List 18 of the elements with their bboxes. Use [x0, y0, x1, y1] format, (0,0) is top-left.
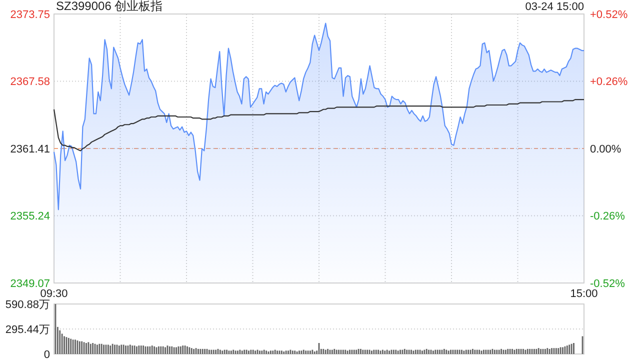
- chart-title: SZ399006 创业板指: [56, 0, 163, 13]
- y2-tick-label: +0.52%: [590, 8, 628, 21]
- y-tick-label: 295.44万: [5, 324, 50, 336]
- text: 03-24 15:00: [525, 1, 584, 13]
- y-tick-label: 2367.58: [10, 76, 50, 88]
- y2-tick-label: -0.52%: [590, 278, 626, 290]
- x-tick-label: 15:00: [570, 288, 598, 300]
- line-series: [53, 99, 585, 152]
- y2-tick-label: +0.26%: [590, 76, 628, 88]
- y-tick-label: 2373.75: [10, 8, 50, 21]
- y2-tick-label: 0.00%: [590, 143, 622, 156]
- x-tick-label: 09:30: [40, 288, 68, 300]
- y-tick-label: 2361.41: [10, 143, 50, 156]
- y-tick-label: 590.88万: [5, 298, 50, 311]
- y2-tick-label: -0.26%: [590, 210, 626, 223]
- y-tick-label: 2349.07: [10, 278, 50, 290]
- y-tick-label: 0: [44, 348, 50, 360]
- y-tick-label: 2355.24: [10, 210, 50, 223]
